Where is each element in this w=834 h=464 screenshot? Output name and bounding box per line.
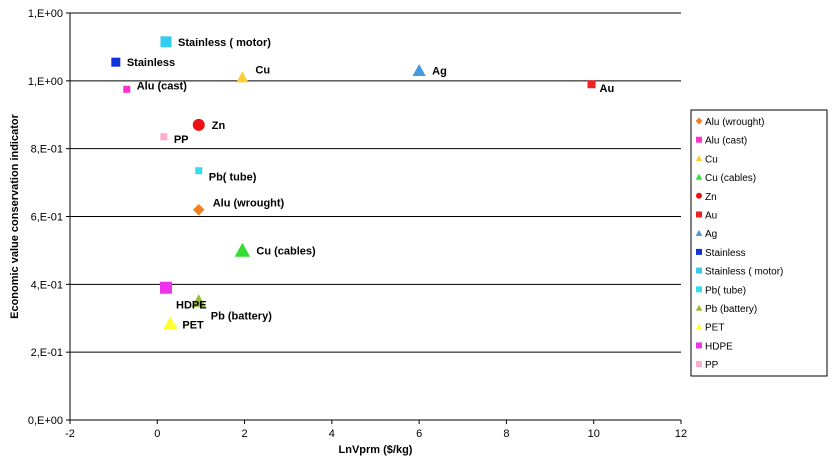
legend-entry-pp: PP <box>705 360 719 371</box>
point-label-cu-cables: Cu (cables) <box>256 245 316 257</box>
point-label-stainless: Stainless <box>127 57 175 69</box>
point-label-pp: PP <box>174 134 189 146</box>
legend-marker-pb-tube <box>696 286 702 293</box>
legend-marker-ag <box>695 229 703 236</box>
legend-entry-stainless: Stainless <box>705 248 746 259</box>
legend-entry-cu: Cu <box>705 154 718 165</box>
point-alu-cast <box>123 85 131 93</box>
legend-entry-au: Au <box>705 211 717 222</box>
legend-marker-pet <box>695 323 703 330</box>
point-labels: Alu (wrought) Alu (cast) Cu Cu (cables) Zn Au… <box>127 37 614 332</box>
point-label-au: Au <box>600 83 615 95</box>
y-tick-label: 2,E-01 <box>31 347 63 359</box>
x-tick-label: 0 <box>154 428 160 440</box>
legend-marker-alu-wrought <box>695 117 703 125</box>
point-label-alu-cast: Alu (cast) <box>137 80 187 92</box>
x-axis-title: LnVprm ($/kg) <box>339 444 413 456</box>
point-pb-battery <box>191 294 206 308</box>
legend-marker-hdpe <box>696 342 702 349</box>
x-tick-label: 10 <box>588 428 600 440</box>
legend-marker-stainless-motor <box>696 267 702 274</box>
x-tick-label: -2 <box>65 428 75 440</box>
point-stainless-motor <box>160 36 172 48</box>
y-tick-label: 1,E+00 <box>28 76 63 88</box>
point-au <box>587 80 596 89</box>
legend-marker-au <box>696 211 702 218</box>
point-stainless <box>111 57 121 67</box>
x-tick-label: 12 <box>675 428 687 440</box>
legend-marker-cu-cables <box>695 173 703 180</box>
y-tick-label: 8,E-01 <box>31 144 63 156</box>
point-alu-wrought <box>192 203 205 216</box>
y-tick-label: 0,E+00 <box>28 415 63 427</box>
y-tick-labels: 0,E+00 2,E-01 4,E-01 6,E-01 8,E-01 1,E+00 1,E+… <box>28 8 63 427</box>
point-pp <box>160 133 168 141</box>
point-label-pet: PET <box>182 319 204 331</box>
legend-entry-stainless-motor: Stainless ( motor) <box>705 267 783 278</box>
y-tick-label: 1,E+00 <box>28 8 63 20</box>
legend-marker-cu <box>695 155 703 162</box>
x-tick-label: 4 <box>329 428 335 440</box>
legend-entry-cu-cables: Cu (cables) <box>705 173 756 184</box>
y-axis-title: Economic value conservation indicator <box>9 113 21 318</box>
legend-entry-pb-tube: Pb( tube) <box>705 285 746 296</box>
point-label-zn: Zn <box>212 120 226 132</box>
point-cu-cables <box>234 242 251 257</box>
x-tick-label: 8 <box>503 428 509 440</box>
legend-entry-alu-cast: Alu (cast) <box>705 136 747 147</box>
y-tick-label: 4,E-01 <box>31 279 63 291</box>
legend: Alu (wrought) Alu (cast) Cu Cu (cables) Zn Au… <box>690 109 828 377</box>
point-cu <box>236 71 249 83</box>
legend-marker-stainless <box>696 248 702 255</box>
point-label-pb-battery: Pb (battery) <box>211 310 272 322</box>
x-tick-label: 6 <box>416 428 422 440</box>
legend-marker-pb-battery <box>695 304 703 311</box>
legend-entry-alu-wrought: Alu (wrought) <box>705 117 764 128</box>
legend-marker-zn <box>696 192 702 199</box>
legend-box <box>690 109 828 377</box>
legend-entry-zn: Zn <box>705 192 717 203</box>
point-label-stainless-motor: Stainless ( motor) <box>178 37 271 49</box>
point-label-cu: Cu <box>255 64 270 76</box>
point-ag <box>412 64 426 77</box>
legend-marker-alu-cast <box>696 136 702 143</box>
legend-entry-pb-battery: Pb (battery) <box>705 304 757 315</box>
point-pb-tube <box>195 167 203 175</box>
data-points <box>111 36 596 330</box>
point-label-pb-tube: Pb( tube) <box>209 172 257 184</box>
point-hdpe <box>160 281 173 294</box>
point-label-alu-wrought: Alu (wrought) <box>213 198 285 210</box>
legend-entry-ag: Ag <box>705 229 717 240</box>
x-tick-label: 2 <box>242 428 248 440</box>
legend-entry-pet: PET <box>705 323 724 334</box>
point-pet <box>163 316 178 330</box>
legend-marker-pp <box>696 361 702 368</box>
axes <box>66 12 682 424</box>
legend-entry-hdpe: HDPE <box>705 341 733 352</box>
x-tick-labels: -2 0 2 4 6 8 10 12 <box>65 428 687 440</box>
point-label-ag: Ag <box>432 66 447 78</box>
point-zn <box>192 118 205 131</box>
y-tick-label: 6,E-01 <box>31 212 63 224</box>
point-label-hdpe: HDPE <box>176 300 207 312</box>
